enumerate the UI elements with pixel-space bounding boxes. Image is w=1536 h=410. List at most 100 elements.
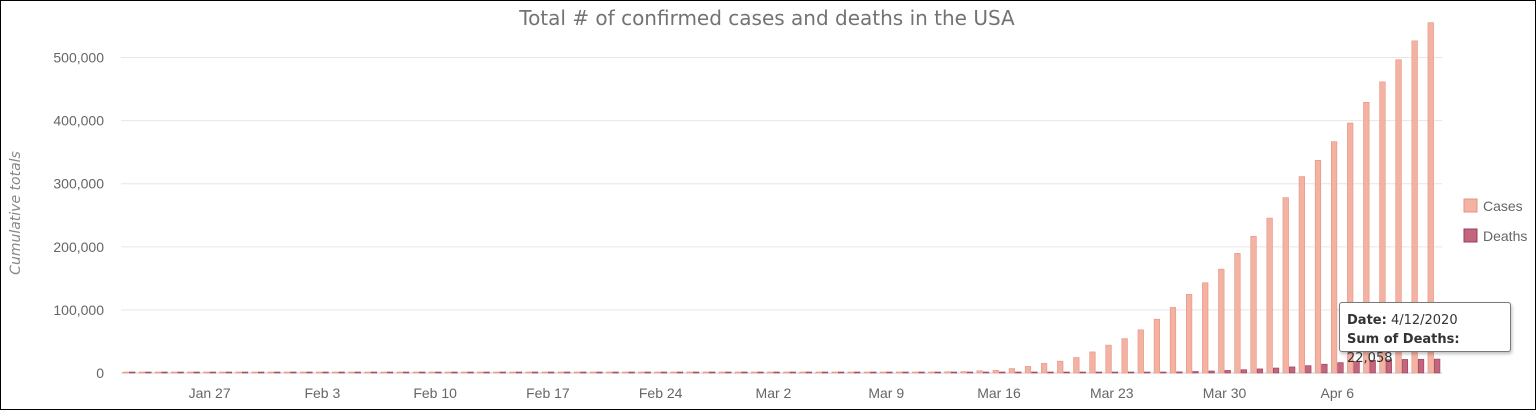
bar-cases[interactable] — [912, 371, 919, 374]
bar-deaths[interactable] — [918, 371, 925, 374]
bar-deaths[interactable] — [1256, 368, 1264, 374]
bar-deaths[interactable] — [982, 371, 990, 374]
bar-deaths[interactable] — [821, 371, 829, 374]
bar-cases[interactable] — [1379, 81, 1386, 374]
bar-cases[interactable] — [815, 371, 822, 374]
bar-deaths[interactable] — [1434, 358, 1441, 374]
bar-cases[interactable] — [1347, 122, 1354, 374]
bar-deaths[interactable] — [548, 371, 555, 374]
bar-cases[interactable] — [1153, 318, 1160, 374]
series-cases[interactable] — [122, 22, 1434, 374]
bar-deaths[interactable] — [1144, 371, 1151, 374]
bar-deaths[interactable] — [1385, 359, 1392, 374]
bar-deaths[interactable] — [1160, 371, 1167, 374]
bar-deaths[interactable] — [1305, 365, 1312, 374]
bar-cases[interactable] — [944, 371, 951, 374]
bar-deaths[interactable] — [161, 371, 168, 374]
bar-cases[interactable] — [1218, 268, 1225, 374]
bar-deaths[interactable] — [403, 371, 410, 374]
bar-cases[interactable] — [686, 371, 693, 374]
bar-deaths[interactable] — [725, 371, 732, 374]
bar-deaths[interactable] — [773, 371, 780, 374]
bar-deaths[interactable] — [950, 371, 957, 374]
bar-cases[interactable] — [847, 371, 854, 374]
bar-cases[interactable] — [444, 371, 452, 374]
bar-deaths[interactable] — [966, 371, 974, 374]
bar-cases[interactable] — [718, 371, 726, 374]
bar-deaths[interactable] — [709, 371, 716, 374]
bar-deaths[interactable] — [1031, 371, 1038, 374]
bar-cases[interactable] — [1089, 351, 1096, 374]
bar-deaths[interactable] — [870, 371, 877, 374]
bar-deaths[interactable] — [628, 371, 635, 374]
bar-deaths[interactable] — [644, 371, 651, 374]
bar-deaths[interactable] — [1401, 359, 1409, 374]
bar-deaths[interactable] — [451, 371, 458, 374]
bar-cases[interactable] — [928, 371, 935, 374]
bar-deaths[interactable] — [1224, 370, 1231, 374]
legend[interactable]: Cases Deaths — [1463, 198, 1527, 244]
bar-deaths[interactable] — [1417, 358, 1425, 374]
bar-deaths[interactable] — [258, 371, 265, 374]
bar-cases[interactable] — [219, 371, 226, 374]
bar-cases[interactable] — [557, 371, 564, 374]
bar-deaths[interactable] — [1127, 371, 1135, 374]
bar-cases[interactable] — [1137, 329, 1144, 374]
bar-cases[interactable] — [1057, 360, 1064, 374]
bar-cases[interactable] — [235, 371, 242, 374]
bar-cases[interactable] — [1169, 307, 1177, 374]
bar-deaths[interactable] — [306, 371, 313, 374]
bar-deaths[interactable] — [1208, 370, 1215, 374]
bar-cases[interactable] — [638, 371, 645, 374]
bar-cases[interactable] — [299, 371, 307, 374]
bar-cases[interactable] — [380, 371, 387, 374]
series-deaths[interactable] — [129, 358, 1441, 374]
bar-deaths[interactable] — [676, 371, 684, 374]
bar-deaths[interactable] — [1176, 371, 1183, 374]
bar-deaths[interactable] — [386, 371, 394, 374]
bar-cases[interactable] — [976, 370, 983, 374]
bar-cases[interactable] — [525, 371, 532, 374]
bar-cases[interactable] — [783, 371, 790, 374]
bar-cases[interactable] — [1298, 176, 1305, 374]
bar-cases[interactable] — [283, 371, 291, 374]
bar-cases[interactable] — [799, 371, 806, 374]
bar-deaths[interactable] — [1111, 371, 1119, 374]
bar-cases[interactable] — [734, 371, 742, 374]
bar-cases[interactable] — [992, 370, 999, 374]
bar-cases[interactable] — [267, 371, 274, 374]
legend-item-cases[interactable]: Cases — [1463, 198, 1523, 214]
bar-cases[interactable] — [428, 371, 436, 374]
bar-cases[interactable] — [1073, 357, 1080, 374]
bar-deaths[interactable] — [483, 371, 490, 374]
bar-cases[interactable] — [606, 371, 613, 374]
bar-cases[interactable] — [348, 371, 355, 374]
bar-deaths[interactable] — [886, 371, 893, 374]
bar-deaths[interactable] — [1095, 371, 1102, 374]
bar-cases[interactable] — [896, 371, 903, 374]
bar-deaths[interactable] — [902, 371, 909, 374]
bar-cases[interactable] — [1105, 344, 1112, 374]
bar-deaths[interactable] — [1192, 371, 1199, 374]
bar-cases[interactable] — [1330, 141, 1338, 374]
bar-cases[interactable] — [122, 371, 129, 374]
bar-cases[interactable] — [364, 371, 371, 374]
bar-deaths[interactable] — [322, 371, 329, 374]
bar-deaths[interactable] — [805, 371, 812, 374]
bar-deaths[interactable] — [1353, 361, 1360, 374]
bar-cases[interactable] — [670, 371, 677, 374]
bar-cases[interactable] — [396, 371, 403, 374]
bar-deaths[interactable] — [145, 371, 152, 374]
bar-cases[interactable] — [154, 371, 162, 374]
bar-cases[interactable] — [1266, 217, 1273, 374]
bar-cases[interactable] — [509, 371, 516, 374]
bar-deaths[interactable] — [177, 371, 184, 374]
bar-cases[interactable] — [1186, 294, 1193, 374]
bar-cases[interactable] — [251, 371, 258, 374]
bar-deaths[interactable] — [1321, 363, 1328, 374]
bar-cases[interactable] — [1121, 338, 1128, 374]
bar-deaths[interactable] — [660, 371, 667, 374]
bar-cases[interactable] — [1008, 368, 1015, 374]
bar-cases[interactable] — [751, 371, 758, 374]
bar-deaths[interactable] — [1240, 369, 1247, 374]
